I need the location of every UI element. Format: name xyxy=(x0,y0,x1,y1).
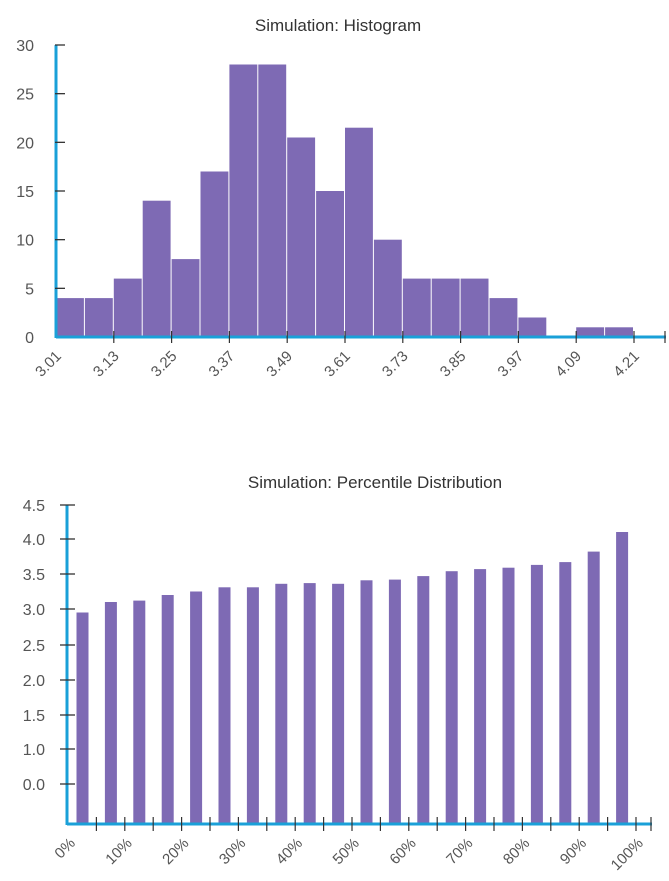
percentile-x-tick-label: 40% xyxy=(273,835,306,868)
percentile-bar xyxy=(133,600,146,824)
histogram-bar xyxy=(171,259,200,337)
histogram-bar xyxy=(258,64,287,337)
histogram-y-tick-label: 20 xyxy=(16,135,34,152)
percentile-bar xyxy=(587,551,600,824)
histogram-title: Simulation: Histogram xyxy=(255,16,421,35)
percentile-y-tick-label: 1.0 xyxy=(23,742,45,759)
percentile-y-tick-label: 3.5 xyxy=(23,567,45,584)
percentile-bar xyxy=(218,587,231,824)
histogram-bar xyxy=(56,298,84,337)
percentile-x-tick-label: 20% xyxy=(159,835,192,868)
histogram-bar xyxy=(200,171,229,337)
histogram-y-tick-label: 30 xyxy=(16,38,34,55)
percentile-x-tick-label: 90% xyxy=(557,835,590,868)
percentile-y-tick-label: 0.0 xyxy=(23,777,45,794)
histogram-bar xyxy=(84,298,113,337)
percentile-x-tick-label: 100% xyxy=(608,835,647,874)
percentile-y-tick-label: 2.0 xyxy=(23,673,45,690)
percentile-bar xyxy=(474,569,487,824)
percentile-bar xyxy=(559,562,572,824)
histogram-y-tick-label: 25 xyxy=(16,87,34,104)
percentile-x-tick-label: 50% xyxy=(330,835,363,868)
histogram-bar xyxy=(229,64,258,337)
percentile-x-tick-label: 60% xyxy=(386,835,419,868)
percentile-bar xyxy=(303,583,316,824)
percentile-bar xyxy=(417,576,430,824)
histogram-bar xyxy=(489,298,518,337)
histogram-bar xyxy=(142,200,171,337)
percentile-y-tick-label: 3.0 xyxy=(23,602,45,619)
percentile-x-tick-label: 0% xyxy=(51,835,78,862)
histogram-bar xyxy=(113,278,142,337)
percentile-bar xyxy=(332,583,345,824)
histogram-bar xyxy=(287,137,316,337)
histogram-bar xyxy=(576,327,605,337)
percentile-bar xyxy=(76,612,89,824)
percentile-x-tick-label: 30% xyxy=(216,835,249,868)
percentile-x-tick-label: 10% xyxy=(102,835,135,868)
histogram-bar xyxy=(460,278,489,337)
percentile-bar xyxy=(530,564,543,824)
percentile-bar xyxy=(360,580,373,824)
percentile-bar xyxy=(388,579,401,824)
percentile-bar xyxy=(445,571,458,824)
histogram-bar xyxy=(431,278,460,337)
percentile-x-tick-label: 70% xyxy=(443,835,476,868)
percentile-bar xyxy=(161,595,174,824)
percentile-bar xyxy=(246,587,259,824)
histogram-y-tick-label: 10 xyxy=(16,233,34,250)
histogram-y-tick-label: 5 xyxy=(25,281,34,298)
percentile-y-tick-label: 4.5 xyxy=(23,498,45,515)
histogram-bar xyxy=(316,191,344,337)
histogram-y-tick-label: 15 xyxy=(16,184,34,201)
percentile-bar xyxy=(104,602,117,824)
histogram-bar xyxy=(373,239,402,337)
percentile-y-tick-label: 1.5 xyxy=(23,708,45,725)
histogram-bar xyxy=(345,127,373,337)
percentile-bar xyxy=(616,532,629,824)
percentile-title: Simulation: Percentile Distribution xyxy=(248,473,502,492)
percentile-y-tick-label: 4.0 xyxy=(23,532,45,549)
percentile-bar xyxy=(190,591,203,824)
histogram-bar xyxy=(605,327,633,337)
histogram-bar xyxy=(518,317,547,337)
percentile-bar xyxy=(502,567,515,824)
histogram-bar xyxy=(402,278,431,337)
percentile-y-tick-label: 2.5 xyxy=(23,638,45,655)
histogram-y-tick-label: 0 xyxy=(25,330,34,347)
percentile-x-tick-label: 80% xyxy=(500,835,533,868)
percentile-bar xyxy=(275,583,288,824)
